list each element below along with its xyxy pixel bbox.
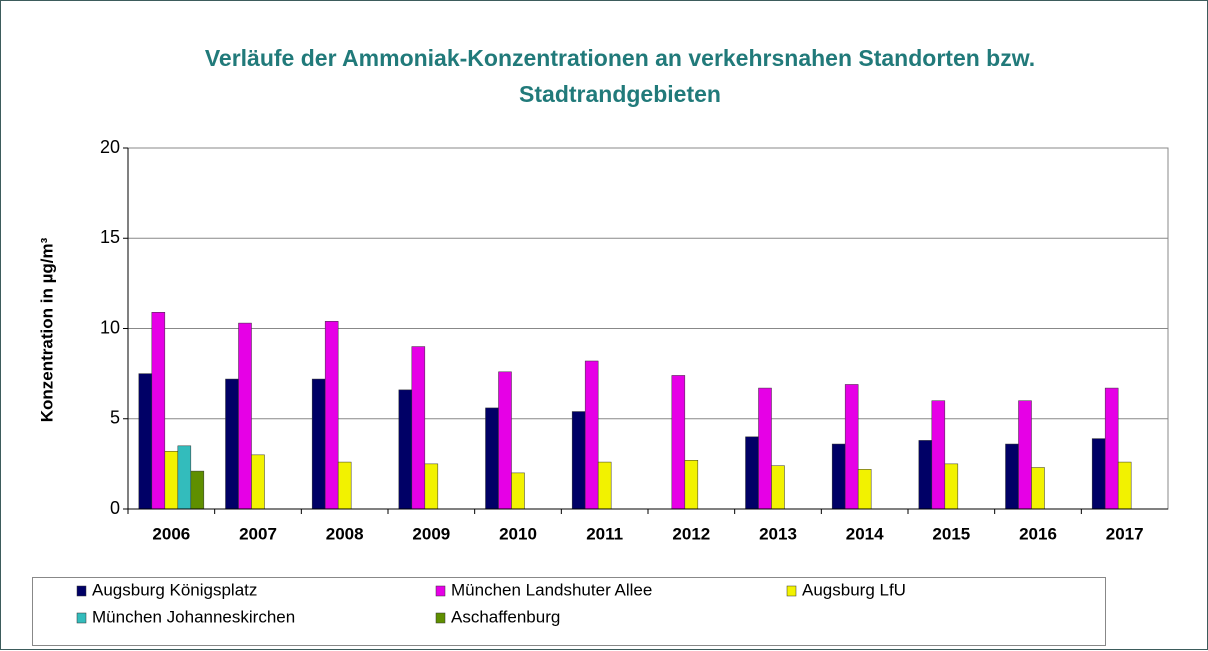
x-tick-label: 2007 — [239, 524, 277, 543]
y-tick-label: 15 — [100, 227, 120, 247]
x-tick-label: 2009 — [412, 524, 450, 543]
bar — [844, 384, 859, 510]
y-axis-label: Konzentration in µg/m³ — [37, 237, 56, 422]
legend-label: München Johanneskirchen — [92, 607, 295, 626]
bar — [745, 436, 759, 510]
legend-label: München Landshuter Allee — [451, 580, 652, 599]
x-tick-label: 2006 — [152, 524, 190, 543]
bar — [571, 411, 586, 510]
bar — [337, 461, 352, 510]
bar — [238, 322, 252, 510]
legend-box — [32, 577, 1106, 646]
legend-label: Augsburg Königsplatz — [92, 580, 257, 599]
bar — [151, 312, 166, 510]
legend-swatch — [786, 585, 797, 597]
bar — [918, 440, 933, 510]
x-tick-label: 2014 — [846, 524, 884, 543]
legend-label: Aschaffenburg — [451, 607, 560, 626]
bar — [398, 389, 413, 510]
bar — [138, 373, 153, 510]
bar — [177, 445, 192, 510]
bar — [597, 461, 612, 510]
y-tick-label: 5 — [110, 408, 120, 428]
bar — [1031, 467, 1045, 510]
x-tick-label: 2011 — [586, 524, 623, 543]
legend-swatch — [435, 585, 446, 597]
bar — [511, 472, 525, 510]
x-tick-label: 2012 — [672, 524, 710, 543]
bar — [857, 469, 872, 510]
y-tick-label: 0 — [110, 498, 120, 518]
y-tick-label: 10 — [100, 317, 120, 337]
bar — [931, 400, 946, 510]
bar — [671, 375, 686, 510]
bar — [324, 321, 339, 510]
legend-label: Augsburg LfU — [802, 580, 906, 599]
bar — [498, 371, 512, 510]
bar — [251, 454, 265, 510]
x-tick-label: 2017 — [1106, 524, 1144, 543]
bar — [225, 378, 239, 510]
x-tick-label: 2013 — [759, 524, 797, 543]
bar — [1005, 443, 1019, 510]
legend-swatch — [76, 585, 87, 597]
x-tick-label: 2015 — [932, 524, 970, 543]
bar — [831, 443, 846, 510]
legend-swatch — [76, 612, 87, 624]
bar — [1091, 438, 1106, 510]
bar — [311, 378, 326, 510]
legend-swatch — [435, 612, 446, 624]
chart-title: Stadtrandgebieten — [519, 81, 721, 107]
chart-title: Verläufe der Ammoniak-Konzentrationen an… — [205, 45, 1035, 71]
bar — [485, 407, 499, 510]
bar — [1018, 400, 1032, 510]
bar — [164, 450, 179, 510]
bar — [190, 470, 205, 510]
x-tick-label: 2010 — [499, 524, 537, 543]
bar — [1104, 387, 1119, 510]
bar — [684, 460, 699, 510]
y-tick-label: 20 — [100, 137, 120, 157]
bar — [411, 346, 426, 510]
bar — [424, 463, 439, 510]
bar — [771, 465, 785, 510]
x-tick-label: 2008 — [326, 524, 364, 543]
bar — [584, 360, 599, 510]
bar — [944, 463, 959, 510]
x-tick-label: 2016 — [1019, 524, 1057, 543]
bar — [758, 387, 772, 510]
bar — [1117, 461, 1132, 510]
